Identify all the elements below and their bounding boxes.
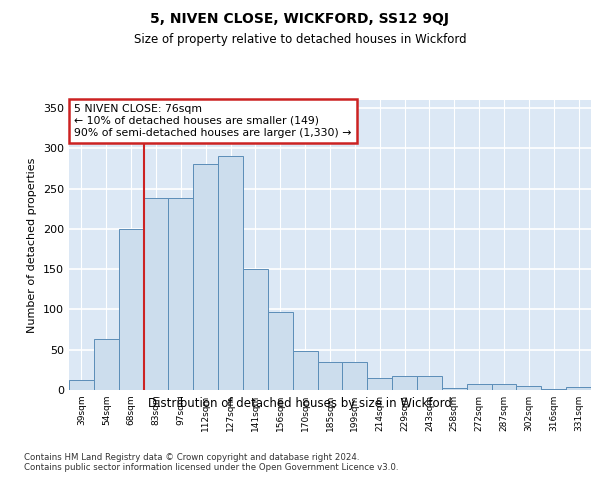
Text: 5, NIVEN CLOSE, WICKFORD, SS12 9QJ: 5, NIVEN CLOSE, WICKFORD, SS12 9QJ [151, 12, 449, 26]
Text: Contains HM Land Registry data © Crown copyright and database right 2024.
Contai: Contains HM Land Registry data © Crown c… [24, 452, 398, 472]
Bar [193, 164, 218, 390]
Bar [392, 376, 417, 390]
Bar [343, 362, 367, 390]
Bar [119, 229, 143, 390]
Bar [541, 389, 566, 390]
Bar [417, 376, 442, 390]
Text: Size of property relative to detached houses in Wickford: Size of property relative to detached ho… [134, 32, 466, 46]
Bar [243, 269, 268, 390]
Text: Distribution of detached houses by size in Wickford: Distribution of detached houses by size … [148, 398, 452, 410]
Bar [317, 362, 343, 390]
Bar [69, 380, 94, 390]
Bar [143, 198, 169, 390]
Bar [491, 384, 517, 390]
Bar [268, 312, 293, 390]
Bar [467, 384, 491, 390]
Bar [517, 386, 541, 390]
Bar [218, 156, 243, 390]
Bar [293, 352, 317, 390]
Text: 5 NIVEN CLOSE: 76sqm
← 10% of detached houses are smaller (149)
90% of semi-deta: 5 NIVEN CLOSE: 76sqm ← 10% of detached h… [74, 104, 352, 138]
Bar [169, 198, 193, 390]
Y-axis label: Number of detached properties: Number of detached properties [28, 158, 37, 332]
Bar [367, 378, 392, 390]
Bar [442, 388, 467, 390]
Bar [94, 339, 119, 390]
Bar [566, 387, 591, 390]
